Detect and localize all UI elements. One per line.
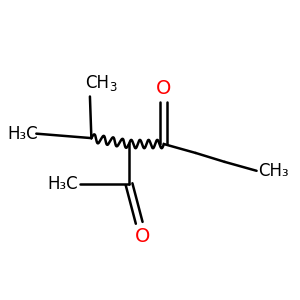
Text: O: O <box>156 79 172 98</box>
Text: 3: 3 <box>110 80 117 94</box>
Text: CH: CH <box>85 74 109 92</box>
Text: CH₃: CH₃ <box>258 162 289 180</box>
Text: O: O <box>134 227 150 246</box>
Text: H₃C: H₃C <box>7 125 38 143</box>
Text: H₃C: H₃C <box>48 175 78 193</box>
